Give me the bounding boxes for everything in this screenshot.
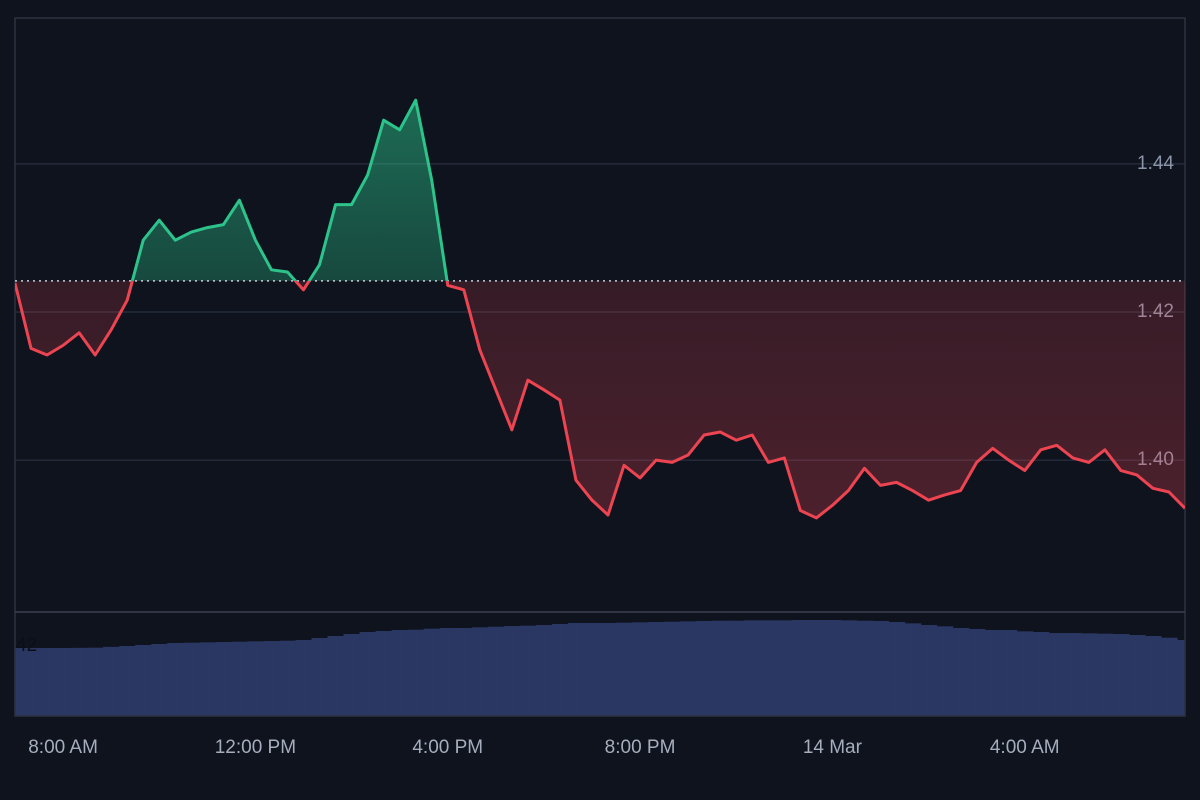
volume-bar	[151, 644, 168, 716]
volume-bar	[1016, 631, 1034, 716]
volume-bar	[920, 625, 938, 716]
volume-bar	[567, 623, 585, 716]
volume-bar	[808, 620, 825, 716]
x-tick-label: 12:00 PM	[215, 737, 296, 758]
volume-bar	[247, 641, 265, 716]
volume-bar	[407, 629, 425, 716]
volume-bar	[1048, 633, 1066, 716]
volume-bar	[39, 648, 56, 716]
volume-bar	[1064, 633, 1082, 716]
volume-bar	[375, 631, 393, 716]
volume-bar	[600, 623, 617, 716]
volume-bar	[1080, 633, 1098, 716]
volume-bar	[616, 622, 633, 716]
volume-bar	[1096, 633, 1114, 716]
x-tick-label: 4:00 PM	[412, 737, 483, 758]
volume-bar	[15, 648, 24, 716]
volume-bar	[840, 620, 858, 716]
volume-bar	[391, 630, 409, 716]
volume-bar	[279, 640, 297, 716]
volume-bar	[664, 621, 681, 716]
volume-bar	[103, 646, 120, 716]
x-tick-label: 8:00 AM	[28, 737, 98, 758]
volume-bar	[551, 624, 569, 716]
volume-bar	[71, 647, 88, 716]
volume-bar	[423, 628, 441, 716]
volume-bar	[295, 640, 313, 716]
volume-bar	[263, 641, 281, 716]
y-tick-label: 1.44	[1137, 153, 1174, 174]
volume-bar	[183, 642, 200, 716]
volume-bar	[728, 620, 745, 716]
price-line-down	[15, 280, 1185, 520]
volume-bar	[1112, 634, 1130, 716]
volume-bar	[471, 627, 489, 716]
x-tick-label: 14 Mar	[803, 737, 863, 758]
volume-bar	[888, 622, 906, 716]
volume-bar	[824, 620, 842, 716]
volume-bar	[712, 620, 729, 716]
volume-bar	[904, 623, 922, 716]
volume-bar	[535, 625, 553, 716]
volume-bar	[968, 629, 986, 716]
volume-bar	[439, 628, 457, 716]
volume-bar	[519, 625, 537, 716]
volume-bar	[696, 621, 713, 716]
volume-bar	[503, 626, 521, 716]
volume-bar	[487, 626, 505, 716]
volume-bar	[311, 638, 329, 716]
volume-bar	[952, 628, 970, 716]
volume-bar	[760, 620, 777, 716]
volume-bar	[680, 621, 697, 716]
volume-bar	[199, 642, 216, 716]
x-tick-label: 4:00 AM	[990, 737, 1060, 758]
area-down	[15, 280, 1185, 518]
x-tick-label: 8:00 PM	[605, 737, 676, 758]
volume-bar	[936, 626, 954, 716]
volume-bar	[776, 620, 793, 716]
volume-bar	[1144, 636, 1162, 716]
volume-bar	[648, 622, 665, 716]
volume-bar	[167, 643, 184, 716]
volume-bar	[1032, 632, 1050, 716]
volume-bar	[359, 632, 377, 716]
volume-bar	[215, 642, 232, 716]
volume-bars	[15, 620, 1185, 716]
volume-bar	[327, 636, 345, 716]
volume-bar	[1176, 640, 1185, 716]
volume-bar	[632, 622, 649, 716]
volume-bar	[984, 630, 1002, 716]
volume-bar	[55, 648, 72, 716]
volume-bar	[792, 620, 809, 716]
volume-bar	[1000, 630, 1018, 716]
volume-bar	[87, 647, 104, 716]
price-line-up	[130, 98, 449, 281]
volume-tick-label: 42	[16, 635, 37, 656]
volume-bar	[583, 623, 601, 716]
volume-bar	[23, 648, 40, 716]
volume-bar	[135, 645, 152, 716]
volume-bar	[872, 621, 890, 716]
volume-bar	[343, 634, 361, 716]
volume-bar	[744, 620, 761, 716]
volume-bar	[455, 628, 473, 716]
volume-bar	[1128, 635, 1146, 716]
volume-bar	[1160, 637, 1178, 716]
volume-bar	[231, 641, 248, 716]
volume-bar	[856, 620, 874, 716]
volume-bar	[119, 646, 136, 716]
